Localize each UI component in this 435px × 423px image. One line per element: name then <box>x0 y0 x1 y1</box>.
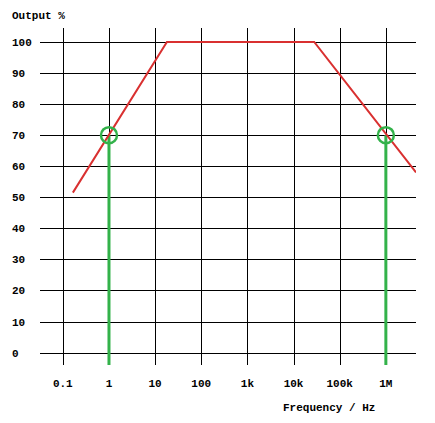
x-grid-line <box>247 28 248 365</box>
y-tick-label: 0 <box>12 348 19 360</box>
y-tick-label: 30 <box>12 254 25 266</box>
x-tick-label: 0.1 <box>53 378 73 390</box>
x-grid-line <box>63 28 64 365</box>
x-grid-line <box>340 28 341 365</box>
y-grid-line <box>40 259 416 260</box>
x-axis-label: Frequency / Hz <box>283 402 375 414</box>
response-line <box>73 42 416 193</box>
grid <box>40 28 416 365</box>
highlight-line <box>107 135 110 365</box>
y-grid-line <box>40 104 416 105</box>
highlight-line <box>384 135 387 365</box>
y-grid-line <box>40 228 416 229</box>
x-tick-label: 1M <box>379 378 393 390</box>
y-grid-line <box>40 322 416 323</box>
y-grid-line <box>40 135 416 136</box>
x-grid-line <box>201 28 202 365</box>
x-tick-label: 1 <box>106 378 113 390</box>
x-tick-label: 10k <box>284 378 304 390</box>
y-tick-label: 20 <box>12 285 25 297</box>
y-grid-line <box>40 73 416 74</box>
y-tick-label: 50 <box>12 192 25 204</box>
plot-area <box>73 42 416 365</box>
y-tick-label: 60 <box>12 161 25 173</box>
x-grid-line <box>155 28 156 365</box>
x-tick-label: 1k <box>241 378 255 390</box>
y-tick-label: 90 <box>12 68 25 80</box>
y-grid-line <box>40 353 416 354</box>
x-tick-label: 10 <box>149 378 162 390</box>
chart: 0 10 20 30 40 50 60 70 80 90 100 0.1 1 10 100 1k 10k 100k… <box>0 0 435 423</box>
x-tick-label: 100 <box>191 378 211 390</box>
y-tick-label: 80 <box>12 99 25 111</box>
highlight-circle <box>378 127 394 143</box>
y-grid-line <box>40 197 416 198</box>
x-tick-label: 100k <box>327 378 354 390</box>
y-tick-label: 100 <box>12 37 32 49</box>
x-grid-line <box>294 28 295 365</box>
y-tick-label: 70 <box>12 130 25 142</box>
x-grid-line <box>386 28 387 365</box>
highlight-circle <box>101 127 117 143</box>
x-grid-line <box>109 28 110 365</box>
y-grid-line <box>40 290 416 291</box>
background <box>0 0 435 423</box>
y-tick-label: 10 <box>12 317 25 329</box>
y-grid-line <box>40 166 416 167</box>
y-tick-label: 40 <box>12 223 25 235</box>
y-axis-label: Output % <box>12 10 65 22</box>
